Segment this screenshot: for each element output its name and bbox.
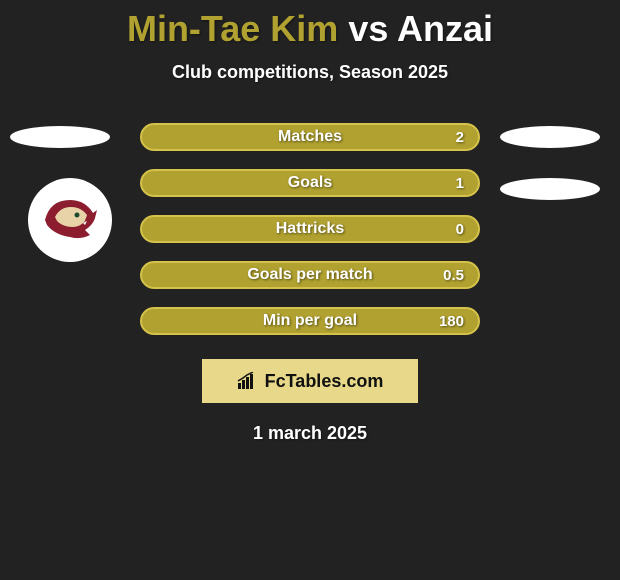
stat-label: Matches bbox=[278, 128, 342, 146]
subtitle: Club competitions, Season 2025 bbox=[0, 62, 620, 83]
stat-label: Goals bbox=[288, 174, 332, 192]
decorative-oval-left bbox=[10, 126, 110, 148]
stat-value: 0 bbox=[456, 221, 464, 238]
vs-text: vs bbox=[348, 8, 388, 49]
stat-value: 0.5 bbox=[443, 267, 464, 284]
player1-name: Min-Tae Kim bbox=[127, 8, 338, 49]
decorative-oval-right-2 bbox=[500, 178, 600, 200]
team-logo-circle bbox=[28, 178, 112, 262]
bar-chart-icon bbox=[237, 372, 259, 390]
stat-row-goals: Goals 1 bbox=[140, 169, 480, 197]
stat-value: 1 bbox=[456, 175, 464, 192]
stat-row-hattricks: Hattricks 0 bbox=[140, 215, 480, 243]
stat-value: 180 bbox=[439, 313, 464, 330]
player2-name: Anzai bbox=[397, 8, 493, 49]
fctables-text: FcTables.com bbox=[265, 371, 384, 392]
stat-label: Hattricks bbox=[276, 220, 344, 238]
stat-row-min-per-goal: Min per goal 180 bbox=[140, 307, 480, 335]
stat-row-matches: Matches 2 bbox=[140, 123, 480, 151]
fctables-badge: FcTables.com bbox=[202, 359, 418, 403]
comparison-title: Min-Tae Kim vs Anzai bbox=[0, 0, 620, 50]
stat-row-goals-per-match: Goals per match 0.5 bbox=[140, 261, 480, 289]
date-text: 1 march 2025 bbox=[0, 423, 620, 444]
coyote-logo-icon bbox=[35, 185, 105, 255]
stat-label: Min per goal bbox=[263, 312, 357, 330]
decorative-oval-right-1 bbox=[500, 126, 600, 148]
stat-label: Goals per match bbox=[247, 266, 372, 284]
stat-value: 2 bbox=[456, 129, 464, 146]
